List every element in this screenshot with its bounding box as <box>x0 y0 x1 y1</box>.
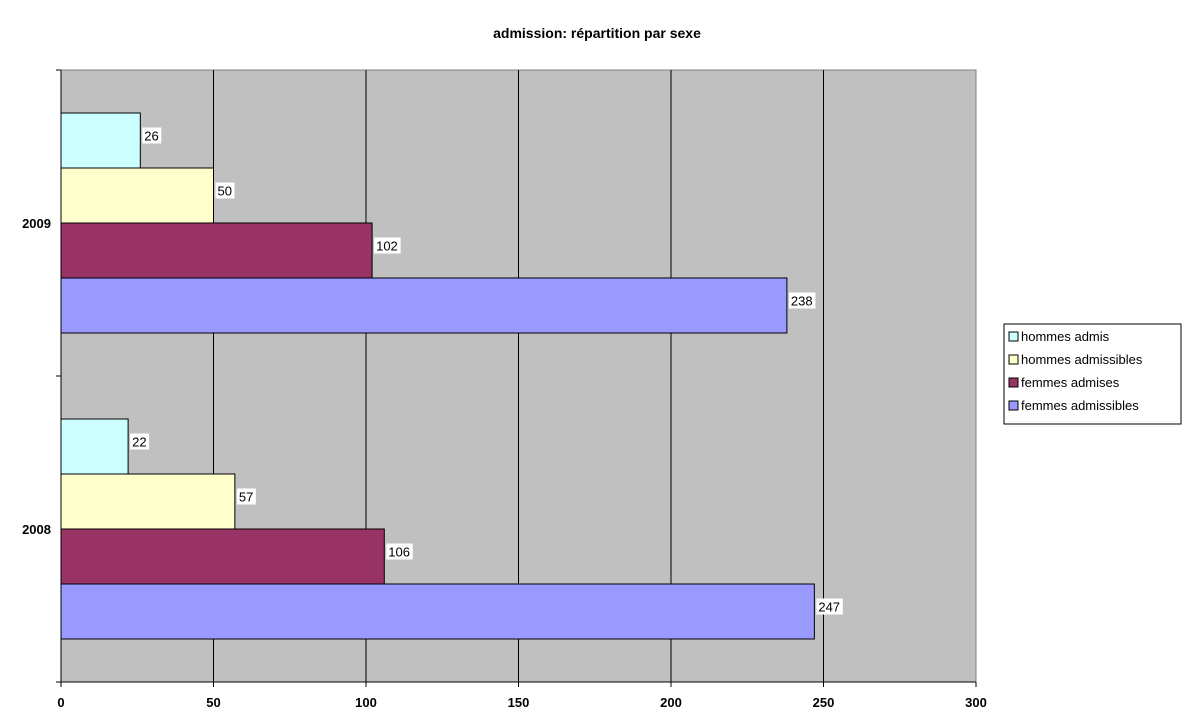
x-tick-label: 0 <box>57 695 64 710</box>
bars <box>60 112 815 640</box>
legend-entry: hommes admissibles <box>1021 352 1143 367</box>
x-tick-label: 150 <box>508 695 530 710</box>
data-label: 106 <box>388 545 410 560</box>
legend-swatch <box>1008 377 1019 388</box>
x-tick-label: 100 <box>355 695 377 710</box>
legend: hommes admis hommes admissibles femmes adm… <box>1003 323 1182 425</box>
legend-swatch <box>1008 400 1019 411</box>
legend-entry: femmes admises <box>1021 375 1120 390</box>
data-label-bg <box>142 127 162 144</box>
bar-hommes-admissibles-2009 <box>60 167 214 224</box>
x-tick-label: 250 <box>813 695 835 710</box>
data-label: 238 <box>791 294 813 309</box>
x-axis-tick-labels: 0 50 100 150 200 250 300 <box>57 695 986 710</box>
data-label: 57 <box>239 490 253 505</box>
x-tick-label: 200 <box>660 695 682 710</box>
data-labels: 26 50 102 238 22 57 106 247 <box>130 127 843 615</box>
chart-title: admission: répartition par sexe <box>493 25 701 41</box>
data-label: 26 <box>144 129 158 144</box>
legend-entry: hommes admis <box>1021 329 1110 344</box>
legend-entry: femmes admissibles <box>1021 398 1139 413</box>
legend-box <box>1003 323 1182 425</box>
bar-hommes-admis-2008 <box>60 418 129 475</box>
x-tick-label: 300 <box>965 695 987 710</box>
data-label: 247 <box>818 600 840 615</box>
data-label: 102 <box>376 239 398 254</box>
category-label: 2008 <box>22 522 51 537</box>
category-label: 2009 <box>22 216 51 231</box>
bar-hommes-admissibles-2008 <box>60 473 236 530</box>
bar-femmes-admissibles-2009 <box>60 277 788 334</box>
legend-swatch <box>1008 331 1019 342</box>
category-labels: 2009 2008 <box>22 216 51 537</box>
bar-femmes-admises-2008 <box>60 528 385 585</box>
legend-swatch <box>1008 354 1019 365</box>
data-label-bg <box>816 598 843 615</box>
data-label-bg <box>788 292 816 309</box>
bar-femmes-admissibles-2008 <box>60 583 815 640</box>
data-label-bg <box>215 182 235 199</box>
data-label-bg <box>130 433 150 450</box>
axes <box>56 69 977 687</box>
bar-hommes-admis-2009 <box>60 112 141 169</box>
data-label: 50 <box>218 184 232 199</box>
data-label: 22 <box>132 435 146 450</box>
bar-femmes-admises-2009 <box>60 222 373 279</box>
data-label-bg <box>374 237 401 254</box>
data-label-bg <box>386 543 413 560</box>
data-label-bg <box>236 488 256 505</box>
x-tick-label: 50 <box>206 695 220 710</box>
